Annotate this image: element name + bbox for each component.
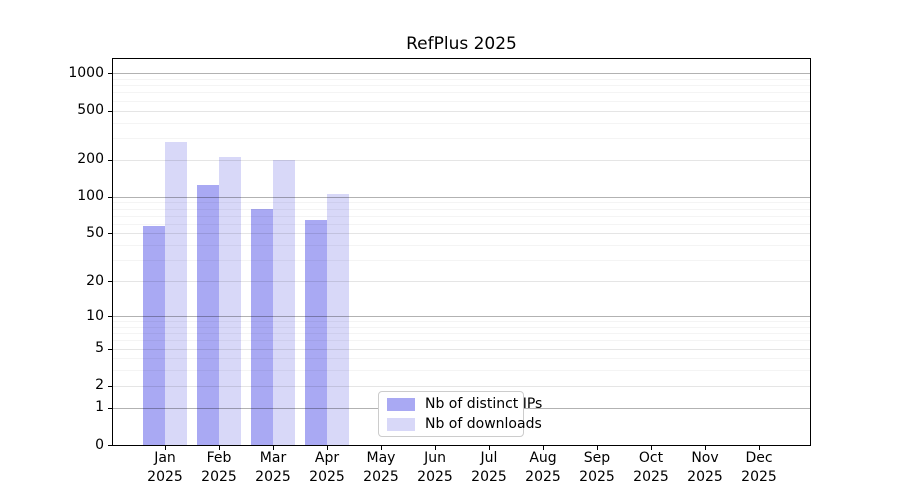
legend-swatch-distinct-ips <box>387 397 415 411</box>
y-tick-mark <box>108 385 113 387</box>
y-tick-mark <box>108 407 113 409</box>
x-tick-label: Feb 2025 <box>201 450 237 485</box>
bar-downloads <box>165 141 187 445</box>
y-tick-label: 200 <box>77 151 104 168</box>
gridline-minor-4 <box>113 358 810 360</box>
gridline-5 <box>113 348 810 350</box>
gridline-minor-60 <box>113 223 810 225</box>
gridline-minor-90 <box>113 202 810 204</box>
legend-item: Nb of distinct IPs <box>387 394 542 414</box>
y-tick-mark <box>108 159 113 161</box>
gridline-minor-80 <box>113 208 810 210</box>
gridline-minor-6 <box>113 340 810 342</box>
y-tick-mark <box>108 348 113 350</box>
gridline-minor-300 <box>113 137 810 139</box>
bar-distinct-ips <box>251 208 273 445</box>
gridline-100 <box>113 196 810 198</box>
x-tick-mark <box>489 445 490 450</box>
gridline-minor-40 <box>113 245 810 247</box>
x-tick-label: Nov 2025 <box>687 450 723 485</box>
x-tick-mark <box>705 445 706 450</box>
gridline-2 <box>113 385 810 387</box>
gridline-20 <box>113 281 810 283</box>
y-tick-label: 100 <box>77 188 104 205</box>
x-tick-mark <box>381 445 382 450</box>
x-tick-label: Dec 2025 <box>741 450 777 485</box>
gridline-50 <box>113 233 810 235</box>
gridline-minor-700 <box>113 92 810 94</box>
gridline-500 <box>113 110 810 112</box>
x-tick-mark <box>273 445 274 450</box>
y-tick-mark <box>108 110 113 112</box>
x-tick-mark <box>165 445 166 450</box>
gridline-minor-8 <box>113 326 810 328</box>
gridline-minor-400 <box>113 122 810 124</box>
bar-downloads <box>219 156 241 445</box>
gridline-minor-800 <box>113 85 810 87</box>
x-tick-label: Apr 2025 <box>309 450 345 485</box>
bar-downloads <box>327 193 349 445</box>
x-tick-mark <box>759 445 760 450</box>
bar-distinct-ips <box>305 220 327 445</box>
gridline-minor-3 <box>113 370 810 372</box>
bar-downloads <box>273 159 295 445</box>
x-tick-label: Mar 2025 <box>255 450 291 485</box>
x-tick-mark <box>219 445 220 450</box>
x-tick-mark <box>435 445 436 450</box>
y-tick-label: 1 <box>95 399 104 416</box>
y-tick-mark <box>108 445 113 446</box>
legend-item-label: Nb of downloads <box>425 416 542 432</box>
x-tick-label: Oct 2025 <box>633 450 669 485</box>
gridline-minor-70 <box>113 215 810 217</box>
y-tick-label: 50 <box>86 224 104 241</box>
x-tick-mark <box>543 445 544 450</box>
y-tick-mark <box>108 316 113 317</box>
chart-title: RefPlus 2025 <box>406 34 517 54</box>
x-tick-label: Sep 2025 <box>579 450 615 485</box>
y-tick-mark <box>108 233 113 235</box>
gridline-minor-9 <box>113 321 810 323</box>
gridline-minor-30 <box>113 260 810 262</box>
x-tick-label: Jan 2025 <box>147 450 183 485</box>
y-tick-mark <box>108 73 113 75</box>
y-tick-mark <box>108 281 113 283</box>
bar-distinct-ips <box>143 225 165 445</box>
y-tick-label: 500 <box>77 102 104 118</box>
legend-item-label: Nb of distinct IPs <box>425 396 543 412</box>
legend-item: Nb of downloads <box>387 414 542 434</box>
y-tick-mark <box>108 196 113 198</box>
x-tick-mark <box>651 445 652 450</box>
x-tick-mark <box>327 445 328 450</box>
y-tick-label: 10 <box>86 307 104 324</box>
gridline-minor-600 <box>113 100 810 102</box>
y-tick-label: 5 <box>95 340 104 357</box>
x-tick-label: May 2025 <box>363 450 399 485</box>
x-tick-mark <box>597 445 598 450</box>
plot-area: Nb of distinct IPs Nb of downloads <box>108 58 811 450</box>
gridline-1000 <box>113 73 810 75</box>
gridline-10 <box>113 316 810 317</box>
x-tick-label: Jun 2025 <box>417 450 453 485</box>
gridline-minor-7 <box>113 333 810 335</box>
y-tick-label: 1000 <box>68 64 104 81</box>
x-tick-label: Jul 2025 <box>471 450 507 485</box>
y-tick-label: 2 <box>95 377 104 394</box>
x-tick-label: Aug 2025 <box>525 450 561 485</box>
y-tick-label: 20 <box>86 272 104 289</box>
bar-distinct-ips <box>197 185 219 445</box>
gridline-200 <box>113 159 810 161</box>
y-tick-label: 0 <box>95 436 104 453</box>
legend-swatch-downloads <box>387 417 415 431</box>
legend: Nb of distinct IPs Nb of downloads <box>378 391 542 437</box>
gridline-minor-900 <box>113 78 810 80</box>
